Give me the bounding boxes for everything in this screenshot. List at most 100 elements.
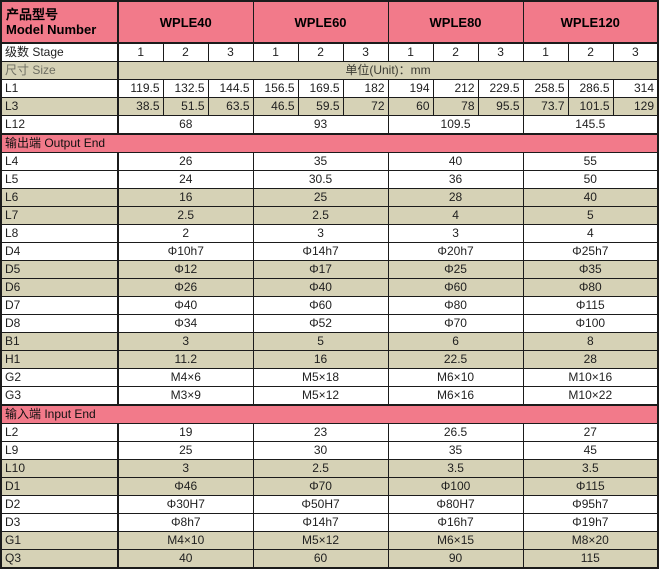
table-row: L8 2 3 3 4 — [0, 224, 659, 243]
dimension-value: 6 — [387, 332, 524, 351]
dimension-value: 51.5 — [162, 97, 209, 116]
dimension-value: Φ10h7 — [117, 242, 254, 261]
dimension-value: 2.5 — [252, 206, 389, 225]
dimension-label: Q3 — [0, 549, 119, 569]
dimension-label: L6 — [0, 188, 119, 207]
dimension-label: L7 — [0, 206, 119, 225]
table-row: G3 M3×9 M5×12 M6×16 M10×22 — [0, 386, 659, 406]
dimension-value: Φ34 — [117, 314, 254, 333]
dimension-value: 229.5 — [477, 79, 524, 98]
dimension-value: 2.5 — [252, 459, 389, 478]
dimension-value: Φ20h7 — [387, 242, 524, 261]
dimension-value: M3×9 — [117, 386, 254, 406]
dimension-value: Φ14h7 — [252, 242, 389, 261]
dimension-label: L8 — [0, 224, 119, 243]
output-end-rows: L4 26 35 40 55 L5 24 30.5 36 50 L6 16 25 28 40 L7 2.5 2.5… — [0, 152, 659, 406]
dimension-value: Φ115 — [522, 296, 659, 315]
dimension-value: M10×16 — [522, 368, 659, 387]
dimension-label: D2 — [0, 495, 119, 514]
stage-value: 3 — [342, 42, 389, 62]
dimension-value: Φ95h7 — [522, 495, 659, 514]
dimension-value: 5 — [252, 332, 389, 351]
stage-value: 2 — [162, 42, 209, 62]
dimension-value: 5 — [522, 206, 659, 225]
dimension-value: Φ60 — [387, 278, 524, 297]
dimension-label: L5 — [0, 170, 119, 189]
dimension-value: 30 — [252, 441, 389, 460]
input-end-rows: L2 19 23 26.5 27 L9 25 30 35 45 L10 3 2.5 3.5 3.5 D1 Φ46… — [0, 423, 659, 569]
dimension-value: 40 — [522, 188, 659, 207]
dimension-value: 90 — [387, 549, 524, 569]
dimension-value: 156.5 — [252, 79, 299, 98]
dimension-value: M6×16 — [387, 386, 524, 406]
dimension-label: L1 — [0, 79, 119, 98]
dimension-value: Φ40 — [252, 278, 389, 297]
dimension-value: 46.5 — [252, 97, 299, 116]
table-row: L10 3 2.5 3.5 3.5 — [0, 459, 659, 478]
dimension-value: M6×10 — [387, 368, 524, 387]
dimension-value: 24 — [117, 170, 254, 189]
table-row: L12 68 93 109.5 145.5 — [0, 115, 659, 135]
dimension-value: 8 — [522, 332, 659, 351]
dimension-value: 35 — [387, 441, 524, 460]
dimension-value: 63.5 — [207, 97, 254, 116]
table-row: L5 24 30.5 36 50 — [0, 170, 659, 189]
dimension-value: 25 — [252, 188, 389, 207]
dimension-value: Φ60 — [252, 296, 389, 315]
input-end-section-label: 输入端 Input End — [0, 404, 659, 424]
table-row: D7 Φ40 Φ60 Φ80 Φ115 — [0, 296, 659, 315]
table-row: L7 2.5 2.5 4 5 — [0, 206, 659, 225]
dimension-value: 28 — [522, 350, 659, 369]
model-name-wple60: WPLE60 — [252, 0, 389, 44]
stage-value: 1 — [117, 42, 164, 62]
dimension-value: M4×6 — [117, 368, 254, 387]
dimension-value: 55 — [522, 152, 659, 171]
table-row: D8 Φ34 Φ52 Φ70 Φ100 — [0, 314, 659, 333]
dimension-value: Φ25h7 — [522, 242, 659, 261]
dimension-value: Φ46 — [117, 477, 254, 496]
dimension-value: Φ30H7 — [117, 495, 254, 514]
table-head-rows: 产品型号 Model Number WPLE40 WPLE60 WPLE80 W… — [0, 0, 659, 80]
dimension-value: M8×20 — [522, 531, 659, 550]
dimension-value: 27 — [522, 423, 659, 442]
dimension-value: Φ80 — [387, 296, 524, 315]
stage-value: 3 — [207, 42, 254, 62]
dimension-label: L2 — [0, 423, 119, 442]
dimension-value: 119.5 — [117, 79, 164, 98]
dimension-value: 258.5 — [522, 79, 569, 98]
dimension-label: G3 — [0, 386, 119, 406]
dimension-value: 4 — [522, 224, 659, 243]
model-number-header: 产品型号 Model Number — [0, 0, 119, 44]
dimension-value: Φ26 — [117, 278, 254, 297]
dimension-value: 35 — [252, 152, 389, 171]
dimension-value: Φ100 — [522, 314, 659, 333]
dimension-label: D1 — [0, 477, 119, 496]
stage-value: 3 — [477, 42, 524, 62]
dimension-value: 194 — [387, 79, 434, 98]
model-name-wple120: WPLE120 — [522, 0, 659, 44]
dimension-value: 16 — [252, 350, 389, 369]
dimension-value: 22.5 — [387, 350, 524, 369]
stage-value: 2 — [297, 42, 344, 62]
output-end-section: 输出端 Output End — [0, 133, 659, 153]
dimension-value: Φ16h7 — [387, 513, 524, 532]
dimension-value: 129 — [612, 97, 659, 116]
dimension-value: 132.5 — [162, 79, 209, 98]
size-label: 尺寸 Size — [0, 61, 119, 80]
overall-dimension-rows: L1 119.5 132.5 144.5 156.5 169.5 182 194 212 229.… — [0, 79, 659, 135]
dimension-label: B1 — [0, 332, 119, 351]
dimension-label: D8 — [0, 314, 119, 333]
table-row: L3 38.5 51.5 63.5 46.5 59.5 72 60 78 95.5 73.7 101.… — [0, 97, 659, 116]
dimension-value: 25 — [117, 441, 254, 460]
dimension-value: 3 — [117, 459, 254, 478]
dimension-value: 45 — [522, 441, 659, 460]
dimension-value: 60 — [252, 549, 389, 569]
model-name-wple40: WPLE40 — [117, 0, 254, 44]
dimension-label: L9 — [0, 441, 119, 460]
input-end-header-row: 输入端 Input End — [0, 404, 659, 424]
dimension-value: Φ80 — [522, 278, 659, 297]
table-row: L4 26 35 40 55 — [0, 152, 659, 171]
dimension-label: G2 — [0, 368, 119, 387]
dimension-value: Φ70 — [252, 477, 389, 496]
